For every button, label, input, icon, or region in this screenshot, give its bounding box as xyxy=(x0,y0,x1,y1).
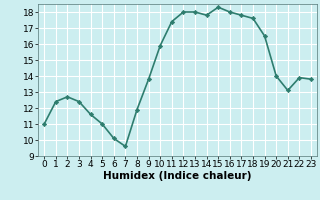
X-axis label: Humidex (Indice chaleur): Humidex (Indice chaleur) xyxy=(103,171,252,181)
